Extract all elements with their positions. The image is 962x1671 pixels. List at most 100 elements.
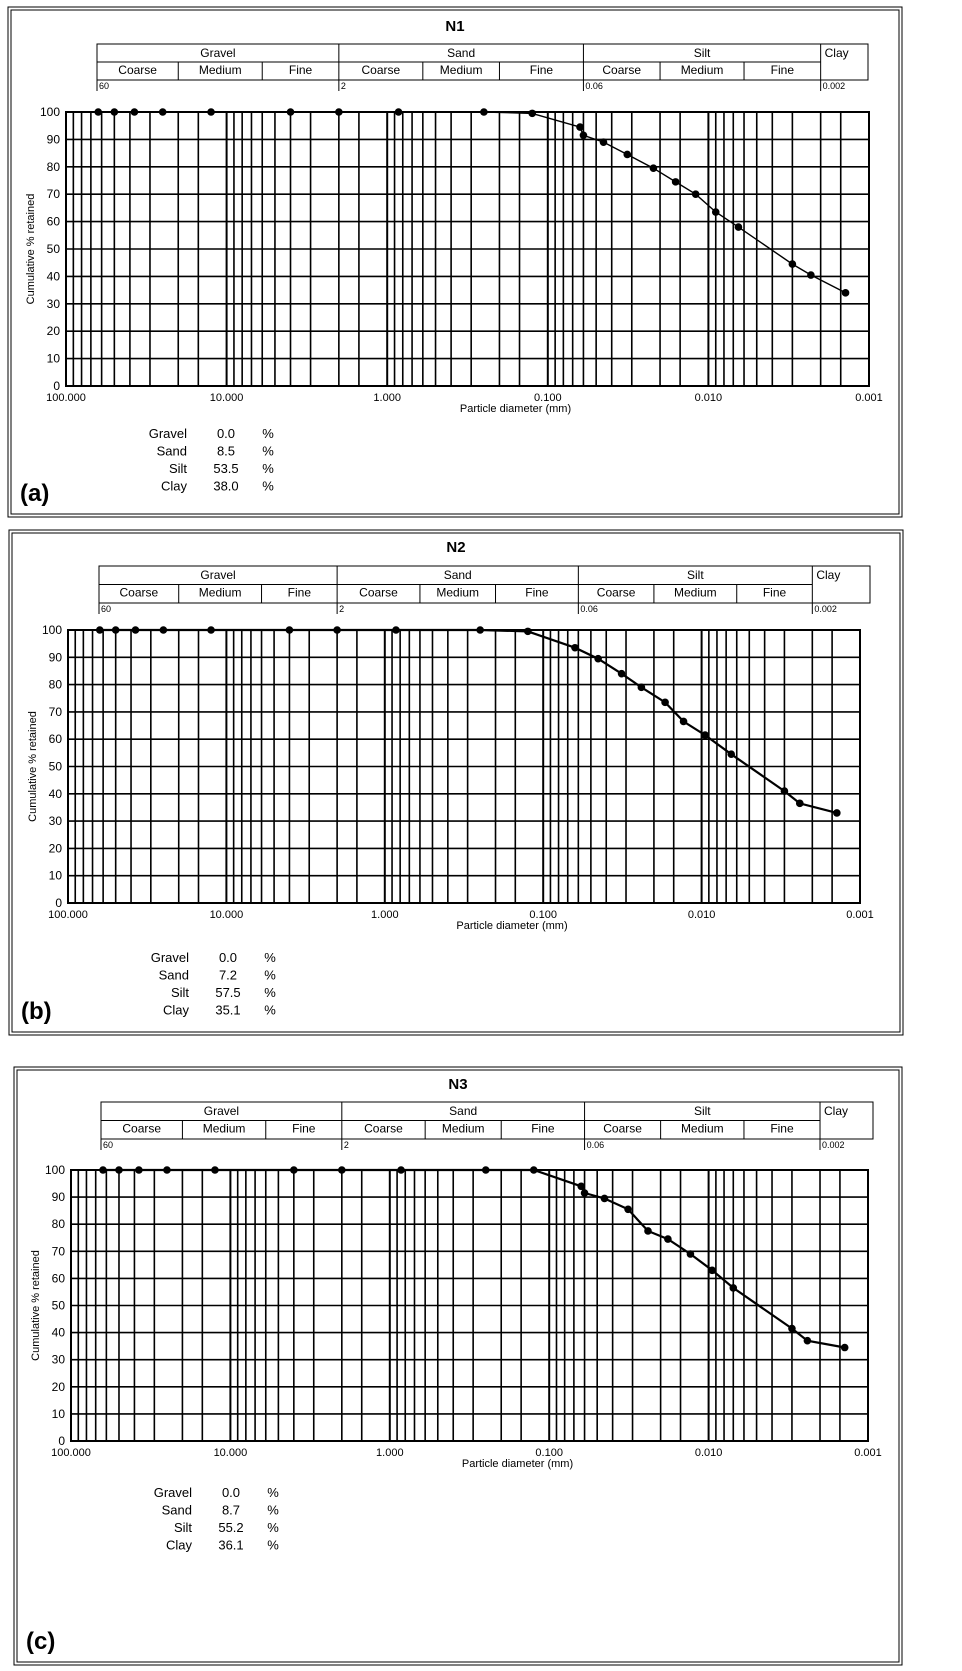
y-tick-label: 30 <box>47 297 61 311</box>
strip-group-label: Clay <box>825 46 849 60</box>
data-point <box>207 108 215 116</box>
strip-subgroup-label: Fine <box>530 63 554 77</box>
data-point <box>780 787 789 795</box>
chart-title: N2 <box>446 539 465 556</box>
strip-group-label: Gravel <box>200 46 235 60</box>
data-point <box>207 626 215 634</box>
strip-subgroup-label: Fine <box>770 1122 794 1136</box>
strip-subgroup-label: Fine <box>288 586 312 600</box>
data-point <box>481 1166 490 1174</box>
strip-bound-label: 60 <box>99 81 109 91</box>
data-point <box>795 799 804 808</box>
summary-value: 0.0 <box>217 426 235 441</box>
data-point <box>524 627 532 636</box>
y-tick-label: 70 <box>52 1244 66 1258</box>
data-point <box>579 131 588 140</box>
y-tick-label: 70 <box>49 705 63 719</box>
y-tick-label: 60 <box>47 215 61 229</box>
y-tick-label: 100 <box>40 105 60 119</box>
y-tick-label: 60 <box>49 732 63 746</box>
x-tick-label: 10.000 <box>210 392 244 404</box>
chart-title: N1 <box>445 18 464 35</box>
summary-value: 8.5 <box>217 444 235 459</box>
strip-subgroup-label: Fine <box>292 1122 316 1136</box>
data-point <box>661 698 669 707</box>
summary-value: 8.7 <box>222 1503 240 1518</box>
strip-subgroup-label: Fine <box>289 63 313 77</box>
y-tick-label: 20 <box>47 324 61 338</box>
x-tick-label: 0.001 <box>846 909 874 921</box>
data-point <box>594 654 602 663</box>
data-point <box>333 626 341 634</box>
y-axis-label: Cumulative % retained <box>27 711 39 822</box>
data-point <box>131 626 140 634</box>
summary-unit: % <box>267 1485 279 1500</box>
strip-bound-label: 0.002 <box>814 604 837 614</box>
summary-value: 7.2 <box>219 968 237 983</box>
data-point <box>290 1166 298 1174</box>
x-axis-label: Particle diameter (mm) <box>462 1458 573 1470</box>
data-point <box>115 1166 123 1174</box>
y-tick-label: 10 <box>47 352 61 366</box>
summary-unit: % <box>264 950 276 965</box>
strip-subgroup-label: Coarse <box>361 63 400 77</box>
summary-label: Gravel <box>151 950 189 965</box>
data-point <box>727 750 736 759</box>
panel-label: (b) <box>21 998 52 1025</box>
x-tick-label: 100.000 <box>48 909 88 921</box>
summary-label: Clay <box>161 479 188 494</box>
y-tick-label: 40 <box>52 1326 66 1340</box>
data-point <box>110 108 119 116</box>
x-axis-label: Particle diameter (mm) <box>460 403 571 415</box>
summary-label: Sand <box>159 968 189 983</box>
panel-label: (a) <box>20 480 49 507</box>
strip-subgroup-label: Fine <box>531 1122 555 1136</box>
summary-label: Gravel <box>149 426 187 441</box>
data-point <box>803 1336 812 1345</box>
x-tick-label: 1.000 <box>376 1447 404 1459</box>
y-tick-label: 60 <box>52 1271 66 1285</box>
data-point <box>599 138 608 146</box>
data-point <box>211 1166 219 1174</box>
summary-label: Silt <box>169 461 187 476</box>
data-point <box>335 108 343 116</box>
strip-bound-label: 2 <box>339 604 344 614</box>
y-tick-label: 10 <box>49 869 63 883</box>
data-point <box>338 1166 346 1174</box>
strip-group-label: Clay <box>816 568 840 582</box>
panel-frame-inner <box>16 1069 900 1663</box>
strip-group-label: Clay <box>824 1104 848 1118</box>
summary-unit: % <box>262 444 274 459</box>
data-point <box>664 1235 672 1243</box>
x-tick-label: 100.000 <box>46 392 86 404</box>
strip-subgroup-label: Medium <box>442 1122 485 1136</box>
chart-title: N3 <box>448 1076 467 1093</box>
chart-panel-3: N3 Gravel Sand Silt Clay Coarse Medium Fine Coar… <box>13 1066 903 1666</box>
strip-subgroup-label: Coarse <box>602 63 641 77</box>
strip-bound-label: 60 <box>103 1140 113 1150</box>
y-tick-label: 40 <box>47 269 61 283</box>
strip-bound-label: 0.06 <box>585 81 603 91</box>
data-point <box>708 1266 716 1275</box>
data-point <box>159 626 168 634</box>
strip-subgroup-label: Medium <box>199 586 242 600</box>
y-tick-label: 30 <box>52 1353 66 1367</box>
strip-subgroup-label: Medium <box>681 1122 724 1136</box>
y-tick-label: 50 <box>47 242 61 256</box>
data-point <box>285 626 294 634</box>
data-point <box>686 1250 695 1258</box>
summary-value: 0.0 <box>219 950 237 965</box>
summary-unit: % <box>262 426 274 441</box>
x-tick-label: 0.010 <box>695 1447 723 1459</box>
data-point <box>671 178 680 186</box>
y-tick-label: 90 <box>47 132 61 146</box>
data-point <box>392 626 400 634</box>
summary-value: 55.2 <box>218 1520 243 1535</box>
strip-bound-label: 0.06 <box>580 604 598 614</box>
data-point <box>476 626 484 634</box>
data-point <box>679 717 688 726</box>
strip-subgroup-label: Coarse <box>603 1122 642 1136</box>
strip-subgroup-label: Medium <box>681 63 724 77</box>
data-point <box>577 1182 585 1191</box>
